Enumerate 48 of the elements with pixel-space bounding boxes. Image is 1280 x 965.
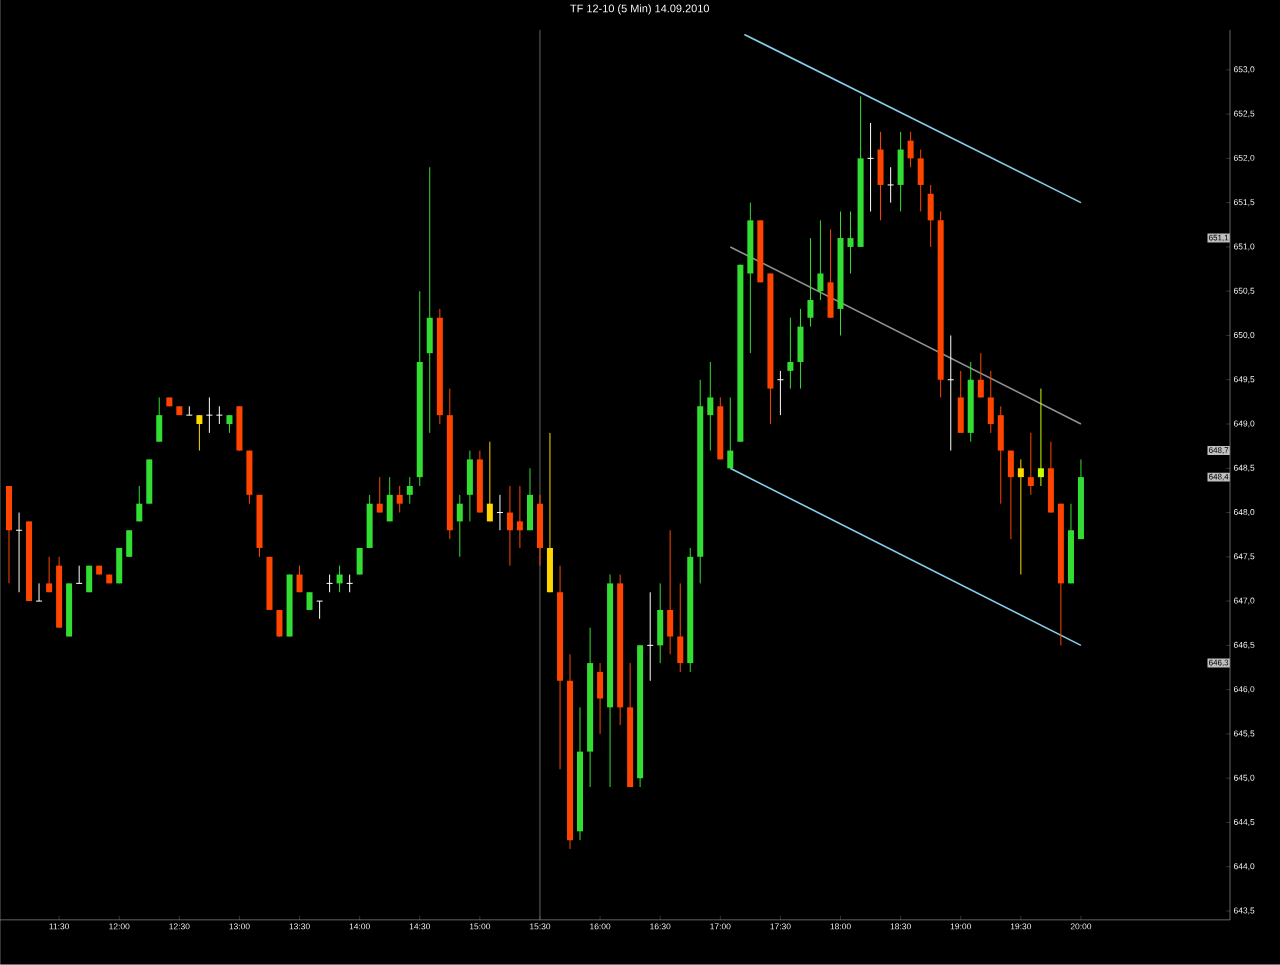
y-tick-label: 648,0: [1233, 509, 1255, 517]
candlestick: [166, 397, 173, 407]
x-tick-label: 11:30: [49, 923, 70, 930]
y-tick-label: 648,5: [1233, 464, 1255, 472]
y-tick-label: 652,5: [1233, 110, 1255, 118]
x-tick-label: 17:00: [710, 923, 731, 930]
x-tick-label: 18:30: [890, 923, 911, 930]
candlestick: [316, 600, 324, 620]
y-tick-label: 650,0: [1233, 332, 1255, 340]
x-tick-label: 19:30: [1010, 923, 1032, 930]
candlestick: [185, 405, 193, 416]
x-tick-label: 17:30: [770, 923, 791, 930]
y-tick-label: 653,0: [1233, 66, 1255, 74]
y-tick-label: 645,5: [1233, 730, 1255, 738]
x-tick-label: 13:30: [289, 923, 310, 930]
x-tick-label: 16:30: [650, 923, 671, 930]
y-tick-label: 651,0: [1233, 243, 1255, 251]
y-tick-label: 643,5: [1233, 907, 1255, 915]
y-tick-label: 649,5: [1233, 376, 1255, 384]
x-tick-label: 12:00: [109, 923, 130, 930]
candlestick: [75, 565, 83, 584]
x-tick-label: 14:30: [409, 923, 431, 930]
y-tick-label: 650,5: [1233, 287, 1255, 295]
y-tick-label: 644,5: [1233, 819, 1255, 827]
x-tick-label: 20:00: [1070, 923, 1092, 930]
y-tick-label: 644,0: [1233, 863, 1255, 871]
x-tick-label: 18:00: [830, 923, 851, 930]
candlestick: [887, 166, 895, 204]
y-tick-label: 647,5: [1233, 553, 1255, 561]
y-tick-label: 645,0: [1233, 774, 1255, 782]
candlestick: [86, 565, 93, 593]
chart-title: TF 12-10 (5 Min) 14.09.2010: [570, 4, 709, 15]
x-tick-label: 13:00: [229, 923, 250, 930]
candlestick: [26, 520, 33, 602]
y-tick-label: 647,0: [1233, 597, 1255, 605]
candlestick: [266, 556, 273, 611]
y-tick-label: 649,0: [1233, 420, 1255, 428]
x-tick-label: 15:30: [530, 923, 551, 930]
y-tick-label: 646,0: [1233, 686, 1255, 694]
x-tick-label: 19:00: [950, 923, 971, 930]
x-tick-label: 16:00: [590, 923, 611, 930]
y-tick-label: 651,5: [1233, 199, 1255, 207]
y-tick-label: 652,0: [1233, 154, 1255, 162]
y-tick-label: 646,5: [1233, 641, 1255, 649]
x-tick-label: 12:30: [169, 923, 190, 930]
x-tick-label: 14:00: [349, 923, 370, 930]
candlestick: [35, 582, 43, 602]
x-tick-label: 15:00: [469, 923, 491, 930]
